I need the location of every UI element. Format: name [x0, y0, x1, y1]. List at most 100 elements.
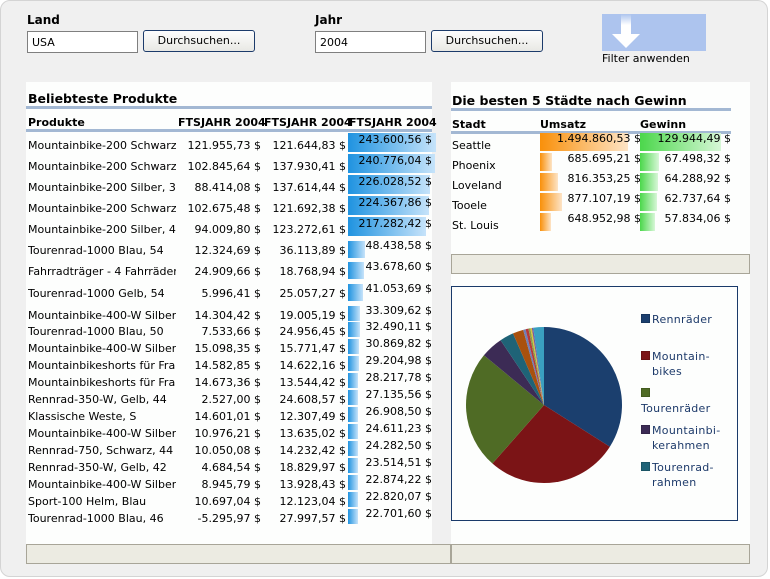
apply-filter-button[interactable] — [602, 14, 706, 51]
pie-slice — [500, 333, 544, 405]
pie-chart — [466, 327, 622, 483]
pie-slice — [533, 327, 544, 405]
table-row[interactable]: Rennrad-350-W, Gelb, 42 4.684,54 $ 18.829,… — [26, 456, 432, 478]
value-1: 15.098,35 $ — [194, 342, 261, 355]
products-title: Beliebteste Produkte — [28, 91, 178, 106]
value-2: 18.768,94 $ — [279, 265, 346, 278]
value-bar — [348, 322, 360, 337]
value-1: 88.414,08 $ — [194, 181, 261, 194]
gewinn-value: 62.737,64 $ — [664, 192, 731, 205]
table-row[interactable]: Seattle 1.494.860,53 $ 129.944,49 $ — [451, 132, 736, 153]
col-header-year-2: FTSJAHR 2004 — [264, 116, 352, 129]
jahr-browse-button[interactable]: Durchsuchen... — [431, 30, 543, 52]
legend-swatch-icon — [641, 351, 650, 360]
legend-label: Mountainbi- — [652, 424, 721, 437]
chart-statusbar — [451, 544, 750, 564]
value-1: 8.945,79 $ — [201, 478, 261, 491]
table-row[interactable]: Mountainbike-200 Silber, 46 94.009,80 $ 12… — [26, 217, 432, 240]
product-name: Tourenrad-1000 Gelb, 54 — [28, 287, 165, 300]
cities-statusbar — [451, 254, 750, 274]
table-row[interactable]: Mountainbike-200 Silber, 38 88.414,08 $ 13… — [26, 175, 432, 198]
value-1: 10.976,21 $ — [194, 427, 261, 440]
city-name: Seattle — [452, 139, 491, 152]
product-name: Mountainbikeshorts für Frauen, M — [28, 376, 176, 389]
table-row[interactable]: Rennrad-750, Schwarz, 44 10.050,08 $ 14.23… — [26, 439, 432, 461]
product-name: Rennrad-350-W, Gelb, 42 — [28, 461, 167, 474]
value-2: 121.692,38 $ — [272, 202, 346, 215]
legend-item: Mountain-bikes — [641, 349, 721, 379]
value-bar — [348, 241, 365, 258]
value-3: 26.908,50 $ — [365, 405, 432, 418]
table-row[interactable]: Tourenrad-1000 Gelb, 54 5.996,41 $ 25.057,… — [26, 282, 432, 304]
value-2: 12.307,49 $ — [279, 410, 346, 423]
product-name: Sport-100 Helm, Blau — [28, 495, 147, 508]
value-3: 22.874,22 $ — [365, 473, 432, 486]
table-row[interactable]: Mountainbike-400-W Silber, 38 14.304,42 $… — [26, 304, 432, 326]
col-header-city: Stadt — [452, 118, 486, 131]
value-2: 13.635,02 $ — [279, 427, 346, 440]
table-row[interactable]: St. Louis 648.952,98 $ 57.834,06 $ — [451, 212, 736, 233]
product-name: Mountainbike-200 Silber, 38 — [28, 181, 176, 194]
apply-filter-label[interactable]: Filter anwenden — [602, 52, 690, 65]
umsatz-bar — [540, 213, 551, 231]
jahr-input[interactable] — [315, 31, 426, 53]
table-row[interactable]: Mountainbikeshorts für Frauen, M 14.673,3… — [26, 371, 432, 393]
table-row[interactable]: Fahrradträger - 4 Fahrräder 24.909,66 $ 18… — [26, 260, 432, 282]
table-row[interactable]: Tourenrad-1000 Blau, 46 -5.295,97 $ 27.997… — [26, 507, 432, 529]
pie-slice — [531, 327, 544, 405]
legend-label-cont: kerahmen — [652, 439, 710, 452]
products-statusbar — [26, 544, 451, 564]
table-row[interactable]: Tourenrad-1000 Blau, 54 12.324,69 $ 36.113… — [26, 239, 432, 261]
value-1: 14.673,36 $ — [194, 376, 261, 389]
pie-slice — [525, 328, 544, 405]
value-2: 14.232,42 $ — [279, 444, 346, 457]
value-1: 94.009,80 $ — [194, 223, 261, 236]
table-row[interactable]: Mountainbike-200 Schwarz, 46 121.955,73 $… — [26, 133, 436, 156]
table-row[interactable]: Loveland 816.353,25 $ 64.288,92 $ — [451, 172, 736, 193]
pie-slice — [523, 329, 544, 405]
umsatz-value: 816.353,25 $ — [567, 172, 641, 185]
value-2: 15.771,47 $ — [279, 342, 346, 355]
cities-title-rule — [451, 108, 731, 111]
table-row[interactable]: Tooele 877.107,19 $ 62.737,64 $ — [451, 192, 736, 213]
umsatz-value: 648.952,98 $ — [567, 212, 641, 225]
product-name: Rennrad-350-W, Gelb, 44 — [28, 393, 167, 406]
gewinn-value: 64.288,92 $ — [664, 172, 731, 185]
value-3: 226.028,52 $ — [358, 175, 432, 188]
city-name: Phoenix — [452, 159, 496, 172]
table-row[interactable]: Klassische Weste, S 14.601,01 $ 12.307,49 … — [26, 405, 432, 427]
land-browse-button[interactable]: Durchsuchen... — [143, 30, 255, 52]
table-row[interactable]: Mountainbike-400-W Silber, 42 10.976,21 $… — [26, 422, 432, 444]
gewinn-value: 129.944,49 $ — [657, 132, 731, 145]
value-2: 123.272,61 $ — [272, 223, 346, 236]
table-row[interactable]: Mountainbike-200 Schwarz, 42 102.675,48 $… — [26, 196, 432, 219]
value-bar — [348, 175, 430, 194]
table-row[interactable]: Tourenrad-1000 Blau, 50 7.533,66 $ 24.956,… — [26, 320, 432, 342]
value-2: 19.005,19 $ — [279, 309, 346, 322]
value-3: 224.367,86 $ — [358, 196, 432, 209]
table-row[interactable]: Mountainbike-200 Schwarz, 38 102.845,64 $… — [26, 154, 435, 177]
table-row[interactable]: Rennrad-350-W, Gelb, 44 2.527,00 $ 24.608,… — [26, 388, 432, 410]
table-row[interactable]: Mountainbike-400-W Silber, 40 15.098,35 $… — [26, 337, 432, 359]
product-name: Mountainbike-200 Schwarz, 42 — [28, 202, 176, 215]
product-name: Fahrradträger - 4 Fahrräder — [28, 265, 176, 278]
pie-slice — [466, 355, 544, 464]
land-input[interactable] — [27, 31, 138, 53]
value-3: 41.053,69 $ — [365, 282, 432, 295]
product-name: Mountainbike-400-W Silber, 40 — [28, 342, 176, 355]
product-name: Rennrad-750, Schwarz, 44 — [28, 444, 174, 457]
legend-label: Mountain- — [652, 350, 710, 363]
product-name: Mountainbikeshorts für Frauen, S — [28, 359, 176, 372]
col-header-umsatz: Umsatz — [540, 118, 587, 131]
value-1: 24.909,66 $ — [194, 265, 261, 278]
value-3: 30.869,82 $ — [365, 337, 432, 350]
legend-swatch-icon — [641, 314, 650, 323]
value-bar — [348, 373, 358, 388]
value-bar — [348, 475, 358, 490]
value-2: 25.057,27 $ — [279, 287, 346, 300]
value-3: 28.217,78 $ — [365, 371, 432, 384]
table-row[interactable]: Phoenix 685.695,21 $ 67.498,32 $ — [451, 152, 736, 173]
table-row[interactable]: Sport-100 Helm, Blau 10.697,04 $ 12.123,04… — [26, 490, 432, 512]
table-row[interactable]: Mountainbikeshorts für Frauen, S 14.582,8… — [26, 354, 432, 376]
table-row[interactable]: Mountainbike-400-W Silber, 46 8.945,79 $ 1… — [26, 473, 432, 495]
